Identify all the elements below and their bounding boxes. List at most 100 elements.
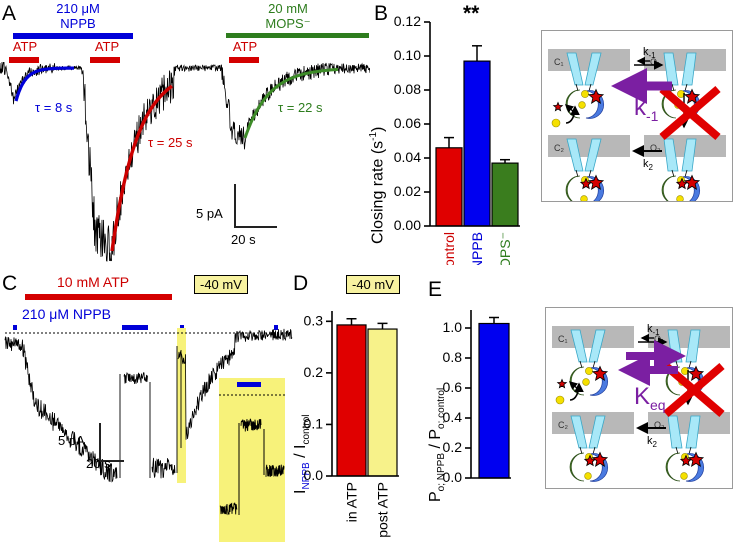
svg-text:0.8: 0.8: [443, 349, 463, 365]
panel-a-atp-label-2: ATP: [94, 39, 120, 54]
panel-a-atp-bar-2: [90, 57, 120, 63]
atp-icon: [555, 395, 565, 405]
state-label: C₁: [558, 334, 568, 344]
panel-e-label: E: [428, 278, 443, 301]
panel-a-tau-red: τ = 25 s: [148, 135, 193, 150]
panel-c-label: C: [2, 272, 18, 295]
panel-e: E Po; NPPB / Po; control 0.0 0.2 0.4 0.6 0.8…: [425, 266, 540, 543]
panel-c-atp-label: 10 mM ATP: [57, 274, 130, 290]
bar-label: in ATP: [344, 482, 360, 522]
panel-a-nppb-conc: 210 μM: [56, 1, 100, 16]
cftr-cartoon: [569, 329, 609, 396]
panel-a: A 210 μM NPPB 20 mM MOPS⁻ ATP ATP ATP τ …: [0, 0, 370, 262]
blocked-x-icon: [659, 85, 721, 141]
highlight-rate-symbol: k-1: [634, 94, 659, 124]
panel-a-trace: [0, 62, 370, 262]
panel-b-label: B: [374, 2, 389, 25]
star-icon: [591, 365, 609, 381]
panel-c-scale-time: 20 s: [86, 456, 111, 471]
panel-a-scale-current: 5 pA: [196, 206, 223, 221]
panel-c: C 10 mM ATP 210 μM NPPB 5 pA 20 s: [0, 266, 300, 543]
svg-text:0.08: 0.08: [394, 81, 421, 97]
panel-a-mops-conc: 20 mM: [268, 1, 308, 16]
bar: [478, 322, 510, 479]
blocked-x-icon: [663, 362, 725, 418]
state-label: O₂: [654, 420, 665, 430]
svg-text:0.2: 0.2: [304, 364, 324, 380]
rate-k-1: k-1: [647, 323, 660, 337]
panel-a-atp-bar-3: [229, 57, 259, 63]
bar-label: MOPS⁻: [497, 232, 513, 265]
rate-k-1: k-1: [643, 46, 656, 60]
cftr-cartoon: [665, 415, 705, 482]
bar: [336, 324, 367, 477]
star-icon: [556, 378, 568, 389]
star-icon: [591, 451, 609, 467]
svg-text:0.6: 0.6: [443, 379, 463, 395]
state-label: O₂: [650, 143, 661, 153]
svg-text:1.0: 1.0: [443, 319, 463, 335]
cftr-cartoon: [565, 138, 605, 201]
panel-a-scale-time: 20 s: [231, 232, 256, 247]
panel-b-significance: **: [463, 2, 480, 25]
cftr-cartoon: [569, 415, 609, 482]
panel-d-label: D: [293, 272, 309, 295]
panel-e-state-diagram: C₁ O₁ C₂ O₂ k-1 k2 Keq: [545, 307, 733, 489]
bar-label: post ATP: [375, 482, 391, 538]
svg-text:0.10: 0.10: [394, 47, 421, 63]
panel-b-state-diagram: C₁ O₁ C₂ O₂ k-1 k2 k-1: [541, 30, 733, 202]
star-icon: [587, 88, 605, 104]
panel-b: B Closing rate (s-1) ** 0.00 0.02 0.04 0.06…: [368, 0, 547, 265]
rate-k2: k2: [647, 435, 658, 449]
svg-text:0.02: 0.02: [394, 183, 421, 199]
state-label: C₁: [554, 57, 564, 67]
panel-c-scalebar: [99, 423, 124, 462]
star-icon: [687, 365, 705, 381]
panel-a-tau-blue: τ = 8 s: [35, 100, 73, 115]
panel-a-atp-bar-1: [9, 57, 39, 63]
panel-d: D -40 mV INPPB / Icontrol 0.0 0.1 0.2 0.3 in…: [290, 266, 425, 543]
panel-a-atp-label-1: ATP: [12, 39, 38, 54]
svg-text:0.0: 0.0: [304, 467, 324, 483]
bar-label: control: [441, 232, 457, 265]
state-label: C₂: [558, 420, 568, 430]
panel-a-nppb-bar: [13, 33, 133, 39]
atp-icon: [551, 118, 561, 128]
svg-text:0.06: 0.06: [394, 115, 421, 131]
bar: [435, 147, 463, 227]
panel-e-chart: 0.0 0.2 0.4 0.6 0.8 1.0: [443, 310, 511, 485]
svg-text:0.4: 0.4: [443, 409, 463, 425]
bar: [463, 60, 491, 227]
bar: [491, 162, 519, 227]
svg-text:0.04: 0.04: [394, 149, 421, 165]
svg-text:0.3: 0.3: [304, 312, 324, 328]
panel-a-label: A: [2, 2, 17, 25]
bar-label: NPPB: [469, 232, 485, 265]
panel-a-atp-label-3: ATP: [232, 39, 258, 54]
star-icon: [679, 454, 693, 467]
star-icon: [683, 88, 701, 104]
panel-a-scalebar: [234, 184, 277, 228]
panel-a-mops-bar: [226, 33, 369, 38]
cftr-cartoon: [661, 138, 701, 201]
panel-c-nppb-label: 210 μM NPPB: [22, 306, 111, 322]
star-icon: [687, 451, 705, 467]
panel-c-voltage-badge: -40 mV: [194, 275, 248, 294]
panel-c-nppb-bar-1: [13, 325, 17, 330]
highlight-rate-symbol: Keq: [634, 383, 666, 413]
star-icon: [583, 454, 597, 467]
panel-c-atp-bar: [25, 294, 172, 300]
panel-c-nppb-bar-2: [122, 325, 148, 330]
panel-d-chart: 0.0 0.1 0.2 0.3 in ATP post ATP: [304, 311, 399, 538]
svg-text:0.0: 0.0: [443, 469, 463, 485]
rate-k2: k2: [643, 158, 654, 172]
panel-a-mops-name: MOPS⁻: [265, 16, 311, 31]
panel-c-nppb-bar-4: [274, 325, 278, 330]
svg-text:0.00: 0.00: [394, 217, 421, 233]
panel-c-nppb-bar-3: [180, 325, 184, 330]
panel-d-voltage-badge: -40 mV: [346, 275, 400, 294]
svg-text:0.1: 0.1: [304, 415, 324, 431]
panel-c-inset-nppb-bar: [237, 382, 261, 387]
svg-text:0.12: 0.12: [394, 13, 421, 29]
star-icon: [552, 101, 564, 112]
